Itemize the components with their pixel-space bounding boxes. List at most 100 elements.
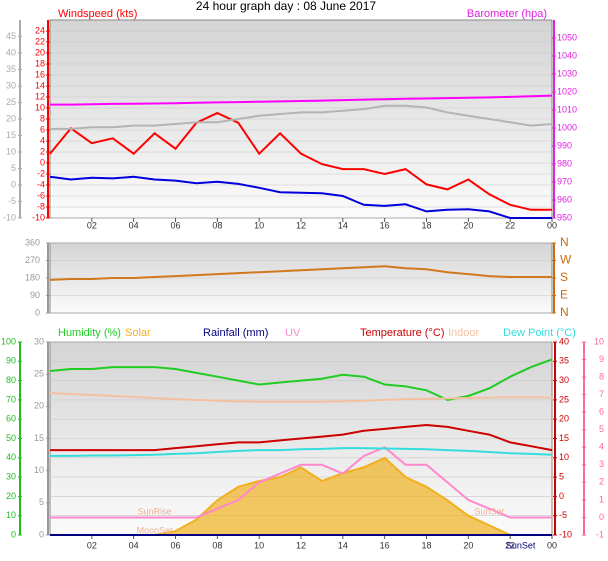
y-tick-label: 100	[1, 336, 16, 346]
y-tick-label: 270	[25, 255, 40, 265]
x-tick-label: 04	[129, 220, 139, 230]
y-tick-label: 990	[557, 140, 572, 150]
y-tick-label: 20	[34, 401, 44, 411]
y-tick-label: 1050	[557, 32, 577, 42]
y-tick-label: 4	[40, 135, 45, 145]
y-tick-label: 0	[39, 529, 44, 539]
y-tick-label: 1020	[557, 86, 577, 96]
y-tick-label: 70	[6, 394, 16, 404]
y-tick-label: 970	[557, 176, 572, 186]
annotation: SunSet	[506, 540, 536, 550]
y-tick-label: 1000	[557, 122, 577, 132]
y-tick-label: N	[560, 305, 569, 319]
series-area	[50, 457, 552, 535]
legend-entry: Humidity (%)	[58, 327, 121, 339]
y-tick-label: 0	[11, 529, 16, 539]
y-tick-label: 2	[40, 146, 45, 156]
y-tick-label: 10	[34, 465, 44, 475]
annotation: MoonSet	[137, 525, 174, 535]
y-tick-label: -2	[37, 168, 45, 178]
y-tick-label: 45	[6, 31, 16, 41]
y-tick-label: 0	[599, 512, 604, 522]
y-tick-label: 30	[34, 336, 44, 346]
y-tick-label: E	[560, 288, 568, 302]
series-line	[50, 423, 553, 452]
y-tick-label: 18	[35, 58, 45, 68]
legend-entry: UV	[285, 327, 301, 339]
y-tick-label: 12	[35, 91, 45, 101]
x-tick-label: 08	[212, 540, 222, 550]
y-tick-label: 4	[599, 442, 604, 452]
y-tick-label: 25	[6, 97, 16, 107]
y-tick-label: 7	[599, 389, 604, 399]
x-tick-label: 22	[505, 220, 515, 230]
y-tick-label: -10	[3, 212, 16, 222]
series-line	[50, 94, 553, 106]
series-line	[49, 392, 553, 403]
y-tick-label: 5	[39, 497, 44, 507]
y-tick-label: 35	[6, 64, 16, 74]
x-tick-label: 16	[380, 220, 390, 230]
x-tick-label: 06	[170, 540, 180, 550]
y-tick-label: 960	[557, 194, 572, 204]
y-tick-label: 3	[599, 459, 604, 469]
x-tick-label: 16	[380, 540, 390, 550]
y-tick-label: 15	[34, 433, 44, 443]
y-tick-label: -1	[596, 529, 604, 539]
x-tick-label: 14	[338, 540, 348, 550]
y-tick-label: 25	[34, 369, 44, 379]
y2-axis-label: Barometer (hpa)	[467, 8, 547, 20]
legend-entry: Temperature (°C)	[360, 327, 444, 339]
x-tick-label: 20	[463, 540, 473, 550]
x-tick-label: 04	[129, 540, 139, 550]
y-tick-label: 980	[557, 158, 572, 168]
legend-entry: Solar	[125, 327, 151, 339]
y-tick-label: 6	[40, 124, 45, 134]
y-tick-label: 5	[559, 471, 564, 481]
y-tick-label: 6	[599, 407, 604, 417]
y-tick-label: 0	[35, 307, 40, 317]
y-tick-label: -5	[8, 196, 16, 206]
y-tick-label: -4	[37, 179, 45, 189]
x-tick-label: 12	[296, 540, 306, 550]
y-tick-label: 20	[6, 491, 16, 501]
x-tick-label: 08	[212, 220, 222, 230]
x-tick-label: 14	[338, 220, 348, 230]
series-line	[50, 446, 552, 519]
y-tick-label: 8	[599, 371, 604, 381]
y-tick-label: 0	[11, 179, 16, 189]
x-tick-label: 02	[87, 540, 97, 550]
legend-entry: Indoor	[448, 327, 480, 339]
y-tick-label: 0	[559, 491, 564, 501]
x-tick-label: 00	[547, 540, 557, 550]
y-tick-label: 1040	[557, 50, 577, 60]
y-tick-label: -10	[32, 212, 45, 222]
y-tick-label: 22	[35, 36, 45, 46]
y-tick-label: 9	[599, 354, 604, 364]
y-tick-label: 20	[35, 47, 45, 57]
y-tick-label: 10	[6, 510, 16, 520]
y-tick-label: 40	[559, 336, 569, 346]
y-tick-label: -5	[559, 510, 567, 520]
y-tick-label: 30	[6, 80, 16, 90]
chart-title: 24 hour graph day : 08 June 2017	[196, 0, 376, 13]
y-tick-label: 10	[559, 452, 569, 462]
x-tick-label: 10	[254, 540, 264, 550]
y-tick-label: 5	[11, 163, 16, 173]
y-tick-label: 950	[557, 212, 572, 222]
series-line	[49, 111, 552, 211]
x-tick-label: 18	[421, 540, 431, 550]
y-tick-label: 80	[6, 375, 16, 385]
y-tick-label: 5	[599, 424, 604, 434]
y-tick-label: 1030	[557, 68, 577, 78]
y-tick-label: 20	[6, 113, 16, 123]
y-tick-label: W	[560, 253, 572, 267]
y-tick-label: N	[560, 235, 569, 249]
y-tick-label: 15	[559, 433, 569, 443]
series-line	[50, 447, 553, 457]
y-tick-label: 30	[6, 471, 16, 481]
y-axis-label: Windspeed (kts)	[58, 8, 137, 20]
y-tick-label: 10	[35, 102, 45, 112]
y-tick-label: 90	[6, 356, 16, 366]
